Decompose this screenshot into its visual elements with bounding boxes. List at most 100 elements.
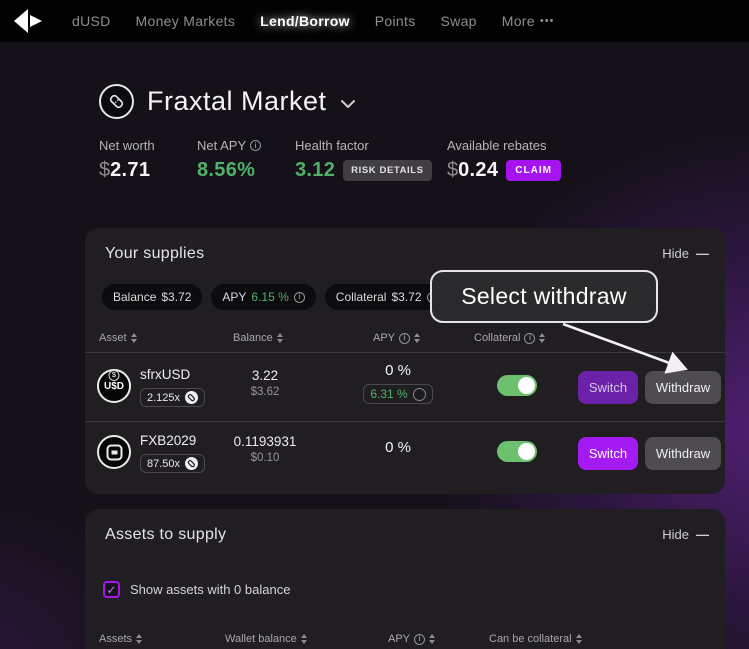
column-header-collateral[interactable]: Collateral	[474, 332, 546, 344]
sort-icon[interactable]	[575, 634, 582, 644]
market-title: Fraxtal Market	[147, 86, 327, 116]
points-multiplier-badge[interactable]: 87.50x	[140, 454, 206, 473]
your-supplies-panel: Your supplies Hide — Balance $3.72 APY 6…	[85, 228, 725, 494]
info-icon[interactable]	[250, 140, 262, 151]
stat-available-rebates: Available rebates $0.24 CLAIM	[447, 138, 561, 182]
toggle-knob	[518, 377, 535, 394]
collateral-column-label: Collateral	[474, 332, 521, 344]
nav-item-more[interactable]: More •••	[502, 13, 555, 29]
dollar-badge-icon: $	[108, 370, 120, 381]
usd-glyph: U$D	[103, 380, 124, 392]
nav-item-dusd[interactable]: dUSD	[72, 13, 111, 29]
multiplier-value: 2.125x	[147, 391, 181, 404]
apy-column-label: APY	[373, 332, 396, 344]
hide-label: Hide	[662, 527, 689, 542]
net-apy-label: Net APY	[197, 138, 247, 153]
apy-column-label: APY	[388, 633, 411, 645]
sort-icon[interactable]	[539, 333, 546, 343]
checkbox-checked-icon[interactable]	[103, 581, 120, 598]
toggle-knob	[518, 443, 535, 460]
assets-to-supply-panel: Assets to supply Hide — Show assets with…	[85, 509, 725, 649]
balance-pill-label: Balance	[113, 290, 157, 304]
hide-label: Hide	[662, 246, 689, 261]
balance-amount: 3.22	[251, 368, 279, 383]
zero-balance-label: Show assets with 0 balance	[130, 582, 291, 597]
can-be-collateral-column-label: Can be collateral	[489, 633, 572, 645]
rebates-value: 0.24	[458, 159, 499, 181]
apy-value: 0 %	[385, 439, 411, 456]
switch-button[interactable]: Switch	[578, 437, 638, 470]
net-worth-value: 2.71	[110, 159, 151, 181]
sort-icon[interactable]	[130, 333, 137, 343]
balance-column-label: Balance	[233, 332, 273, 344]
collateral-toggle[interactable]	[497, 441, 537, 462]
balance-usd: $3.62	[250, 386, 280, 398]
sort-icon[interactable]	[136, 634, 143, 644]
more-dots-icon: •••	[539, 15, 555, 27]
column-header-balance[interactable]: Balance	[233, 332, 283, 344]
reward-token-icon	[412, 387, 426, 401]
nav-item-money-markets[interactable]: Money Markets	[135, 13, 236, 29]
chevron-down-icon[interactable]	[340, 99, 356, 109]
fraxtal-logo-icon[interactable]	[13, 7, 49, 35]
net-apy-value: 8.56%	[197, 159, 256, 181]
assets-hide-button[interactable]: Hide —	[662, 527, 709, 542]
points-multiplier-badge[interactable]: 2.125x	[140, 388, 206, 407]
risk-details-button[interactable]: RISK DETAILS	[343, 160, 432, 181]
collateral-toggle[interactable]	[497, 375, 537, 396]
balance-cell: 3.22 $3.62	[215, 368, 315, 398]
apy-cell: 0 % 6.31 %	[348, 362, 448, 404]
balance-pill-value: $3.72	[161, 290, 192, 304]
column-header-asset[interactable]: Asset	[99, 332, 137, 344]
sort-icon[interactable]	[429, 634, 436, 644]
column-header-apy[interactable]: APY	[373, 332, 421, 344]
column-header-can-be-collateral[interactable]: Can be collateral	[489, 633, 582, 645]
collapse-dash-icon: —	[696, 527, 709, 542]
supplies-summary-pills: Balance $3.72 APY 6.15 % Collateral $3.7…	[102, 284, 449, 310]
column-header-apy[interactable]: APY	[388, 633, 436, 645]
apy-pill: APY 6.15 %	[211, 284, 316, 310]
assets-to-supply-title: Assets to supply	[105, 526, 227, 543]
supplies-hide-button[interactable]: Hide —	[662, 246, 709, 261]
withdraw-button[interactable]: Withdraw	[645, 437, 721, 470]
info-icon[interactable]	[293, 291, 305, 303]
balance-amount: 0.1193931	[233, 434, 297, 449]
nav-item-swap[interactable]: Swap	[440, 13, 477, 29]
stat-net-apy: Net APY 8.56%	[197, 138, 262, 182]
divider	[85, 352, 725, 353]
nav-item-points[interactable]: Points	[374, 13, 416, 29]
collateral-pill: Collateral $3.72	[324, 284, 449, 310]
info-icon[interactable]	[399, 332, 411, 344]
column-header-assets[interactable]: Assets	[99, 633, 143, 645]
health-factor-value: 3.12	[295, 159, 336, 181]
nav-more-label: More	[501, 13, 535, 29]
column-header-wallet-balance[interactable]: Wallet balance	[225, 633, 307, 645]
asset-column-label: Asset	[99, 332, 127, 344]
info-icon[interactable]	[524, 332, 536, 344]
sort-icon[interactable]	[276, 333, 283, 343]
balance-cell: 0.1193931 $0.10	[215, 434, 315, 464]
apy-pill-label: APY	[222, 290, 247, 304]
claim-button[interactable]: CLAIM	[506, 160, 561, 181]
reward-apy-value: 6.31 %	[370, 387, 408, 401]
rebates-label: Available rebates	[447, 138, 547, 153]
sort-icon[interactable]	[300, 634, 307, 644]
net-worth-label: Net worth	[99, 138, 155, 153]
divider	[85, 421, 725, 422]
zero-balance-filter[interactable]: Show assets with 0 balance	[103, 581, 290, 598]
balance-pill: Balance $3.72	[102, 284, 203, 310]
info-icon[interactable]	[414, 633, 426, 645]
ticket-icon	[185, 457, 199, 470]
nav-items: dUSD Money Markets Lend/Borrow Points Sw…	[72, 13, 554, 29]
sort-icon[interactable]	[414, 333, 421, 343]
switch-button[interactable]: Switch	[578, 371, 638, 404]
withdraw-button[interactable]: Withdraw	[645, 371, 721, 404]
reward-apy-badge[interactable]: 6.31 %	[363, 384, 433, 404]
apy-cell: 0 %	[348, 439, 448, 456]
nav-item-lend-borrow[interactable]: Lend/Borrow	[260, 13, 350, 29]
ticket-icon	[185, 391, 199, 404]
market-header[interactable]: Fraxtal Market	[99, 84, 356, 119]
supplies-title: Your supplies	[105, 245, 205, 262]
sfrxusd-token-icon: U$D $	[97, 369, 131, 403]
